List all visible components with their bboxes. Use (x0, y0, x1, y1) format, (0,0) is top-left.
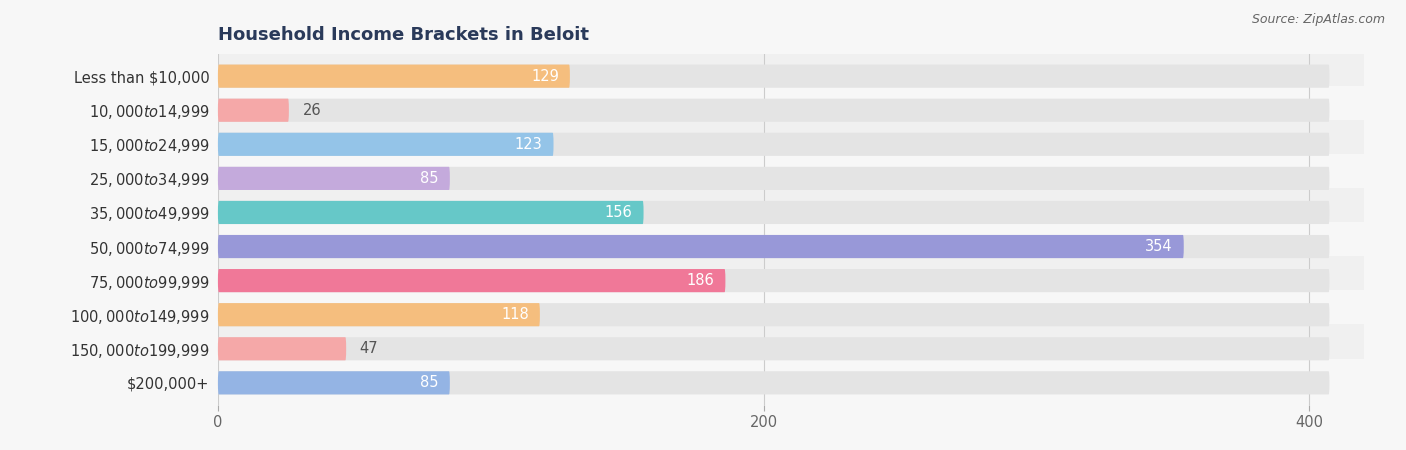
FancyBboxPatch shape (218, 269, 725, 292)
FancyBboxPatch shape (218, 64, 569, 88)
FancyBboxPatch shape (218, 337, 1330, 360)
FancyBboxPatch shape (218, 201, 644, 224)
FancyBboxPatch shape (218, 154, 1364, 202)
FancyBboxPatch shape (218, 99, 1330, 122)
FancyBboxPatch shape (218, 359, 1364, 407)
FancyBboxPatch shape (218, 133, 554, 156)
FancyBboxPatch shape (218, 303, 540, 326)
FancyBboxPatch shape (218, 86, 1364, 135)
FancyBboxPatch shape (218, 290, 1364, 339)
Text: 186: 186 (686, 273, 714, 288)
FancyBboxPatch shape (218, 167, 1330, 190)
FancyBboxPatch shape (218, 167, 450, 190)
FancyBboxPatch shape (218, 371, 450, 395)
Text: 123: 123 (515, 137, 543, 152)
FancyBboxPatch shape (218, 133, 1330, 156)
Text: 47: 47 (360, 341, 378, 356)
FancyBboxPatch shape (218, 324, 1364, 373)
FancyBboxPatch shape (218, 371, 1330, 395)
FancyBboxPatch shape (218, 337, 346, 360)
FancyBboxPatch shape (218, 188, 1364, 237)
Text: 156: 156 (605, 205, 633, 220)
Text: Household Income Brackets in Beloit: Household Income Brackets in Beloit (218, 26, 589, 44)
FancyBboxPatch shape (218, 256, 1364, 305)
FancyBboxPatch shape (218, 52, 1364, 100)
Text: 85: 85 (420, 375, 439, 390)
FancyBboxPatch shape (218, 269, 1330, 292)
FancyBboxPatch shape (218, 222, 1364, 271)
Text: 85: 85 (420, 171, 439, 186)
Text: 26: 26 (302, 103, 321, 118)
FancyBboxPatch shape (218, 64, 1330, 88)
FancyBboxPatch shape (218, 120, 1364, 169)
FancyBboxPatch shape (218, 99, 288, 122)
Text: 354: 354 (1146, 239, 1173, 254)
FancyBboxPatch shape (218, 235, 1330, 258)
FancyBboxPatch shape (218, 303, 1330, 326)
Text: 118: 118 (501, 307, 529, 322)
FancyBboxPatch shape (218, 201, 1330, 224)
Text: 129: 129 (531, 69, 560, 84)
Text: Source: ZipAtlas.com: Source: ZipAtlas.com (1251, 14, 1385, 27)
FancyBboxPatch shape (218, 235, 1184, 258)
